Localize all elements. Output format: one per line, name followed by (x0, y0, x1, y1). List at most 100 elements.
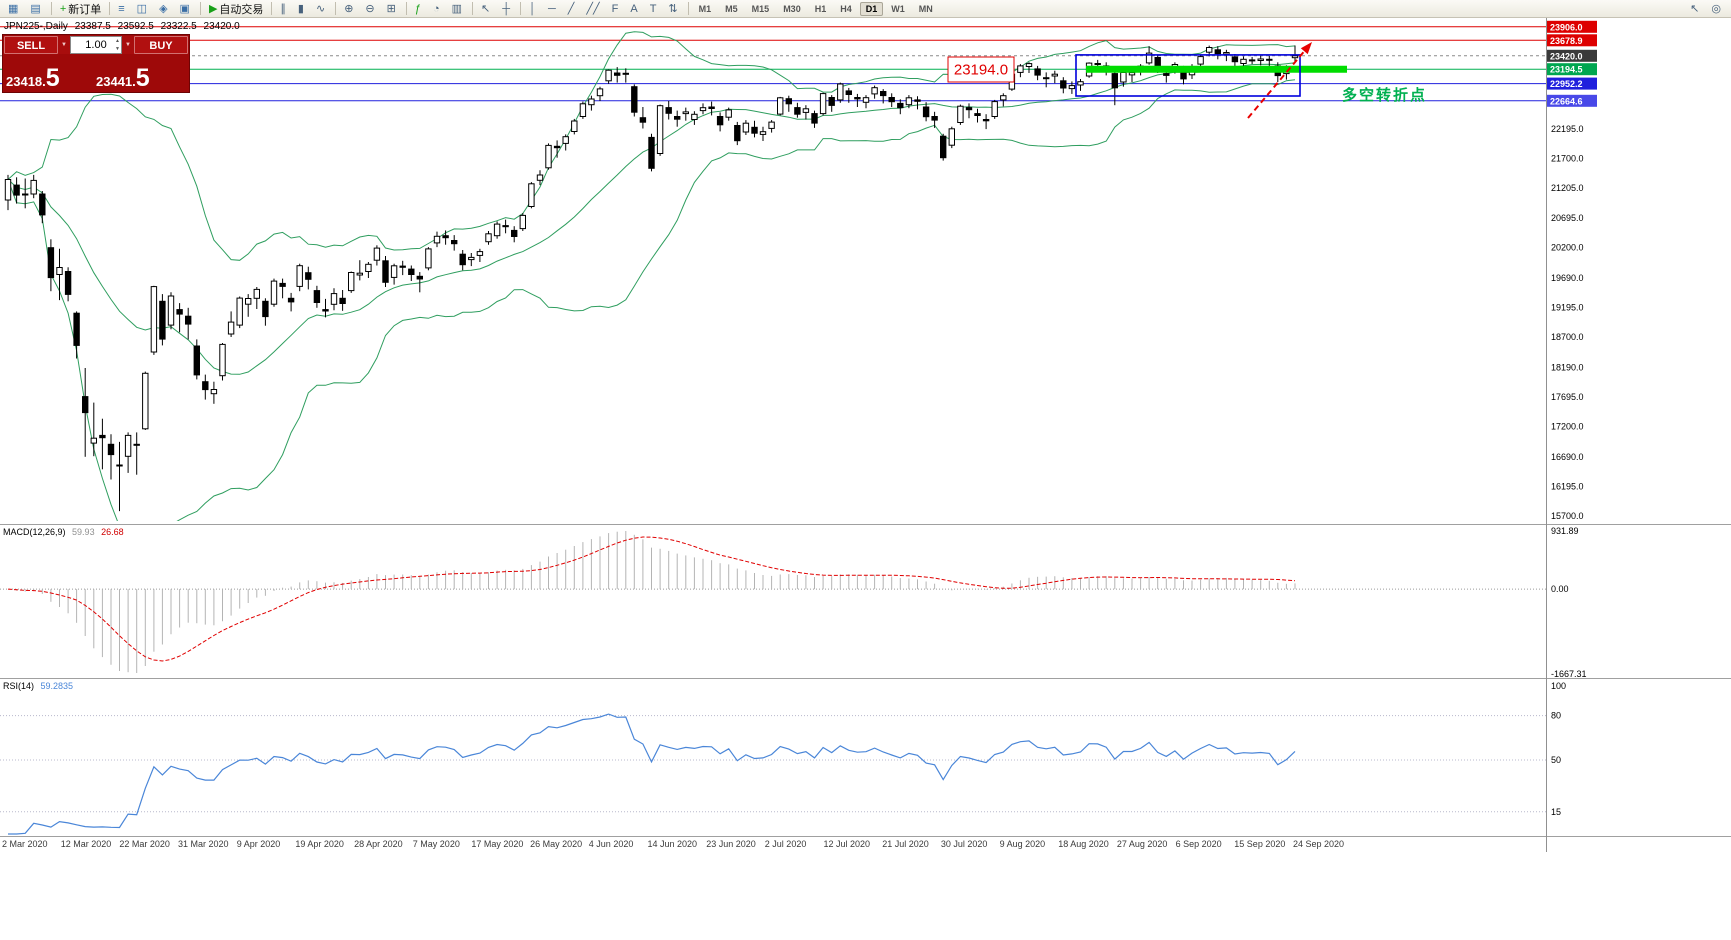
arrows-button[interactable]: ⇅ (664, 1, 683, 16)
new-chart-button[interactable]: ▦ (4, 1, 24, 16)
price-tag-text: 23678.9 (1550, 36, 1583, 46)
sell-price[interactable]: 23418.5 (6, 66, 96, 91)
autotrading-button[interactable]: ▶ 自动交易 (205, 1, 267, 16)
price-tag[interactable] (1547, 49, 1597, 62)
stepper-up-icon[interactable]: ▲ (115, 38, 120, 44)
candle-body (965, 107, 973, 111)
navigator-button[interactable]: ◈ (155, 1, 173, 16)
price-scale-label: 20200.0 (1551, 243, 1584, 253)
bar-chart-button[interactable]: ∥ (276, 1, 292, 16)
candle-body (785, 98, 792, 105)
candlestick-chart-button[interactable]: ▮ (294, 1, 310, 16)
indicators-button[interactable]: ƒ (411, 1, 427, 16)
candle-body (742, 122, 750, 133)
price-tag[interactable] (1547, 94, 1597, 107)
price-tag[interactable] (1547, 34, 1597, 47)
timeframe-m15[interactable]: M15 (751, 3, 770, 14)
chart-profiles-button[interactable]: ▤ (26, 1, 46, 16)
candle-body (819, 93, 827, 115)
candle-body (227, 321, 235, 335)
text-button[interactable]: A (626, 1, 643, 16)
candle-body (82, 396, 89, 414)
templates-button[interactable]: ▥ (448, 1, 468, 16)
cursor-button[interactable]: ↖ (477, 1, 496, 16)
horizontal-line-button[interactable]: ─ (544, 1, 562, 16)
candle-body (1034, 68, 1041, 76)
date-label: 4 Jun 2020 (589, 839, 634, 849)
tile-windows-button[interactable]: ⊞ (383, 1, 402, 16)
terminal-button[interactable]: ▣ (176, 1, 196, 16)
date-label: 21 Jul 2020 (882, 839, 929, 849)
price-label-text: 23194.0 (954, 62, 1008, 79)
candle-body (459, 253, 466, 266)
date-label: 2 Jul 2020 (765, 839, 807, 849)
timeframe-h4[interactable]: H4 (840, 3, 852, 14)
crosshair-button[interactable]: ┼ (498, 1, 516, 16)
toolbar-separator (520, 2, 522, 15)
new-order-button[interactable]: + 新订单 (56, 1, 105, 16)
timeframe-h1[interactable]: H1 (814, 3, 827, 14)
candle-body (296, 265, 303, 287)
timeframe-m1[interactable]: M1 (698, 3, 712, 14)
fibonacci-button[interactable]: F (608, 1, 625, 16)
timeframe-m30[interactable]: M30 (783, 3, 801, 14)
date-label: 15 Sep 2020 (1234, 839, 1285, 849)
channel-button[interactable]: ╱╱ (582, 1, 605, 16)
sell-options-dropdown[interactable]: ▼ (58, 36, 70, 54)
magnifier-icon[interactable]: ◎ (1707, 1, 1727, 16)
stepper-down-icon[interactable]: ▼ (115, 46, 120, 52)
timeframe-d1[interactable]: D1 (859, 1, 884, 16)
vertical-line-button[interactable]: │ (525, 1, 542, 16)
sell-button[interactable]: SELL (4, 36, 58, 54)
periods-button[interactable]: ◔ (429, 1, 446, 16)
candle-body (948, 128, 955, 146)
label-button[interactable]: T (646, 1, 663, 16)
candle-body (356, 272, 364, 276)
pointer-mode-icon[interactable]: ↖ (1686, 1, 1705, 16)
timeframe-m5[interactable]: M5 (725, 3, 738, 14)
data-window-button[interactable]: ◫ (133, 1, 153, 16)
market-watch-button[interactable]: ≡ (114, 1, 130, 16)
volume-stepper[interactable]: ▲ ▼ (115, 37, 120, 53)
rsi-scale-label: 50 (1551, 755, 1561, 765)
date-label: 28 Apr 2020 (354, 839, 403, 849)
zoom-out-button[interactable]: ⊖ (361, 1, 380, 16)
timeframe-mn[interactable]: MN (918, 3, 933, 14)
candle-body (382, 260, 389, 283)
trade-prices-row: 23418.5 23441.5 (3, 55, 189, 92)
candle-body (614, 72, 621, 76)
ohlc-high: 23592.5 (117, 21, 154, 32)
candle-body (330, 293, 338, 305)
timeframe-w1[interactable]: W1 (891, 3, 905, 14)
price-scale-label: 16690.0 (1551, 452, 1584, 462)
line-chart-button[interactable]: ∿ (312, 1, 331, 16)
trendline-button[interactable]: ╱ (564, 1, 581, 16)
candle-body (1223, 52, 1230, 55)
candle-body (691, 113, 698, 121)
volume-input[interactable]: 1.00 ▲ ▼ (70, 36, 122, 54)
buy-options-dropdown[interactable]: ▼ (122, 36, 134, 54)
candle-body (1231, 56, 1239, 63)
blue-rectangle-object[interactable] (1075, 54, 1301, 97)
rsi-scale-label: 80 (1551, 711, 1561, 721)
price-label-box[interactable] (947, 56, 1015, 83)
buy-button[interactable]: BUY (134, 36, 188, 54)
price-tag[interactable] (1547, 77, 1597, 90)
buy-price[interactable]: 23441.5 (96, 66, 186, 91)
candle-body (433, 235, 441, 244)
candle-body (1000, 95, 1007, 101)
trend-arrow-object[interactable] (1247, 48, 1307, 119)
bollinger-line (7, 79, 1296, 521)
price-tag[interactable] (1547, 63, 1597, 76)
zoom-in-button[interactable]: ⊕ (340, 1, 359, 16)
volume-value: 1.00 (85, 39, 107, 51)
candle-body (348, 272, 355, 292)
price-scale-label: 20695.0 (1551, 213, 1584, 223)
candle-body (922, 106, 930, 118)
price-tag[interactable] (1547, 20, 1597, 33)
fibonacci-icon: F (611, 2, 619, 15)
indicators-icon: ƒ (414, 2, 421, 15)
candle-body (176, 309, 183, 315)
candle-body (99, 434, 106, 439)
